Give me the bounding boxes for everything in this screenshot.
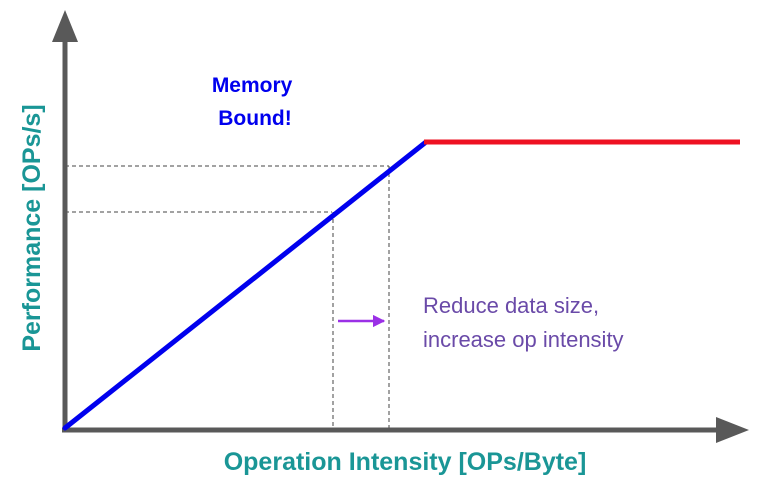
annotation-line2: increase op intensity bbox=[423, 327, 624, 352]
memory-bound-label-line2: Bound! bbox=[218, 107, 291, 130]
y-axis-arrowhead bbox=[52, 10, 78, 42]
annotation-line1: Reduce data size, bbox=[423, 293, 599, 318]
memory-bound-label-line1: Memory bbox=[212, 74, 293, 97]
x-axis-arrowhead bbox=[716, 417, 749, 443]
axes bbox=[52, 10, 749, 443]
y-axis-title: Performance [OPs/s] bbox=[18, 104, 46, 351]
x-axis-title: Operation Intensity [OPs/Byte] bbox=[224, 448, 587, 476]
memory-bound-label: Memory Bound! bbox=[212, 74, 298, 130]
optimization-annotation: Reduce data size, increase op intensity bbox=[423, 293, 624, 352]
memory-bound-slope bbox=[62, 139, 429, 431]
guide-lines bbox=[65, 165, 390, 430]
